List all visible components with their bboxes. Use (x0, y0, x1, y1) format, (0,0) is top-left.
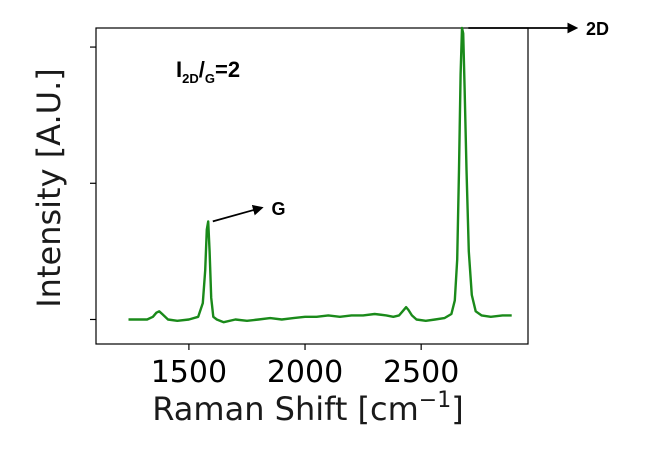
two-d-peak-label: 2D (586, 19, 609, 39)
x-tick-label: 2500 (383, 355, 459, 390)
x-axis-label-close: ] (451, 390, 463, 428)
ratio-base: I (176, 57, 182, 82)
ratio-slash: / (199, 57, 205, 82)
plot-border (95, 27, 529, 345)
ratio-sub-g: G (205, 71, 215, 86)
plot-frame (95, 27, 529, 345)
annotation-layer: G 2D (212, 19, 609, 223)
annotation-arrow (212, 204, 264, 223)
ratio-value: =2 (215, 57, 240, 82)
x-axis-label-main: Raman Shift [cm (152, 390, 419, 428)
x-axis-label: Raman Shift [cm−1] (152, 388, 463, 428)
spectrum-line (128, 26, 512, 324)
x-axis-label-sup: −1 (419, 388, 451, 413)
x-tick-label: 1500 (151, 355, 227, 390)
g-peak-label: G (272, 199, 286, 219)
ratio-sub-2d: 2D (182, 71, 199, 86)
y-axis-label: Intensity [A.U.] (30, 68, 68, 308)
x-tick-label: 2000 (267, 355, 343, 390)
axis-ticks: 1500 2000 2500 (90, 46, 459, 390)
series-layer (128, 26, 512, 324)
intensity-ratio-label: I2D/G=2 (176, 57, 240, 86)
